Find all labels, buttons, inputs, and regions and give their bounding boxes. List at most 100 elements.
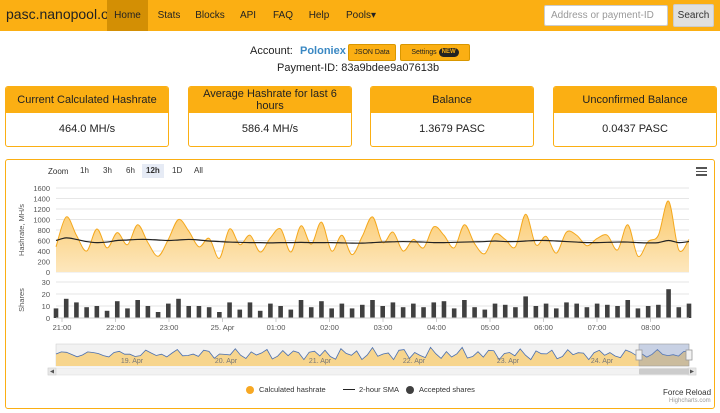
search-button[interactable]: Search (673, 4, 714, 27)
nav-faq[interactable]: FAQ (272, 10, 293, 21)
card-current-hashrate: Current Calculated Hashrate 464.0 MH/s (5, 86, 169, 147)
zoom-12h-button[interactable]: 12h (142, 164, 164, 178)
shares-bar (502, 304, 508, 318)
shares-tick-label: 10 (42, 302, 50, 311)
navigator-tick-label: 21. Apr (309, 358, 332, 365)
shares-bar (84, 307, 89, 318)
shares-bar (135, 300, 140, 318)
shares-bar (656, 304, 661, 318)
nav-help[interactable]: Help (308, 10, 330, 21)
shares-bar (206, 307, 212, 318)
shares-bar (421, 307, 426, 318)
scrollbar-thumb (639, 368, 689, 375)
shares-bar (584, 307, 590, 318)
navigator-area (56, 347, 689, 366)
payment-id-row: Payment-ID: 83a9bdee9a07613b (277, 62, 439, 74)
shares-bar (441, 301, 447, 318)
zoom-all-button[interactable]: All (194, 166, 203, 175)
hashrate-tick-label: 800 (37, 226, 50, 235)
shares-bar (298, 300, 304, 318)
zoom-3h-button[interactable]: 3h (103, 166, 112, 175)
shares-bar (349, 308, 355, 318)
shares-bar (645, 306, 651, 318)
shares-bar (451, 308, 457, 318)
card-average-hashrate: Average Hashrate for last 6 hours 586.4 … (188, 86, 352, 147)
hashrate-tick-label: 600 (37, 237, 50, 246)
navigator-tick-label: 23. Apr (497, 358, 520, 365)
shares-bar (615, 306, 620, 318)
card-unconfirmed-balance: Unconfirmed Balance 0.0437 PASC (553, 86, 717, 147)
nav-pools-dropdown[interactable]: Pools▾ (345, 10, 377, 21)
shares-bar (686, 303, 692, 318)
account-name[interactable]: Poloniex (300, 45, 346, 57)
hashrate-area (56, 200, 689, 272)
navigator-handle-right (685, 349, 693, 361)
x-tick-label: 08:00 (641, 323, 660, 332)
nav-blocks[interactable]: Blocks (195, 10, 225, 21)
site-brand[interactable]: pasc.nanopool.org (6, 6, 122, 22)
settings-button-label: Settings (411, 49, 437, 56)
scroll-right-arrow-icon (690, 369, 694, 374)
new-badge: NEW (438, 47, 459, 57)
json-data-button[interactable]: JSON Data (348, 44, 396, 61)
card-title: Average Hashrate for last 6 hours (189, 87, 351, 113)
hashrate-chart-panel: Zoom 1h 3h 6h 12h 1D All 0 200 400 600 800 10… (5, 159, 715, 409)
card-value: 586.4 MH/s (241, 123, 299, 135)
shares-bar (492, 303, 498, 318)
shares-bar (482, 309, 488, 318)
nav-home[interactable]: Home (107, 0, 148, 31)
zoom-1h-button[interactable]: 1h (80, 166, 89, 175)
shares-bar (114, 301, 120, 318)
sma-line (55, 237, 690, 244)
shares-axis-title: Shares (17, 288, 26, 312)
shares-bar (543, 303, 549, 318)
legend-shares[interactable]: Accepted shares (406, 385, 475, 394)
x-tick-label: 23:00 (160, 323, 179, 332)
shares-bar (63, 298, 69, 318)
top-navbar: pasc.nanopool.org Home Stats Blocks API … (0, 0, 720, 31)
x-tick-label: 06:00 (534, 323, 553, 332)
nav-stats[interactable]: Stats (157, 10, 181, 21)
legend-sma[interactable]: 2-hour SMA (343, 385, 399, 394)
shares-bar (676, 307, 682, 318)
shares-bar (400, 307, 406, 318)
shares-bar (125, 308, 130, 318)
card-value: 1.3679 PASC (419, 123, 485, 135)
force-reload-link[interactable]: Force Reload (663, 388, 712, 397)
shares-bar (94, 306, 100, 318)
shares-bar (247, 302, 253, 318)
payment-id-value: 83a9bdee9a07613b (341, 62, 440, 74)
legend-shares-label: Accepted shares (419, 385, 475, 394)
zoom-1d-button[interactable]: 1D (172, 166, 183, 175)
x-tick-label: 21:00 (53, 323, 72, 332)
shares-bar (513, 307, 518, 318)
legend-dot-icon (246, 385, 254, 394)
shares-bar (553, 308, 559, 318)
chart-credits[interactable]: Highcharts.com (669, 398, 711, 404)
zoom-6h-button[interactable]: 6h (126, 166, 135, 175)
shares-bar (217, 312, 222, 318)
legend-hashrate[interactable]: Calculated hashrate (246, 385, 326, 394)
shares-bar (288, 309, 294, 318)
hashrate-line (55, 200, 690, 259)
nav-api[interactable]: API (239, 10, 257, 21)
shares-bar (666, 289, 671, 318)
shares-bar (268, 303, 273, 318)
shares-bar (605, 304, 610, 318)
hashrate-tick-label: 1200 (33, 205, 50, 214)
x-tick-label: 01:00 (267, 323, 286, 332)
legend-sma-label: 2-hour SMA (359, 385, 400, 394)
settings-button[interactable]: Settings NEW (400, 44, 470, 61)
x-tick-label: 25. Apr (211, 323, 235, 332)
shares-bar (227, 302, 232, 318)
chart-menu-icon[interactable] (696, 167, 707, 176)
shares-bar (53, 308, 59, 318)
hashrate-tick-label: 1000 (33, 216, 50, 225)
shares-bar (186, 306, 192, 318)
search-input[interactable] (544, 5, 668, 26)
legend-line-icon (343, 388, 355, 391)
shares-bar (411, 303, 416, 318)
navigator-handle-left (635, 349, 643, 361)
payment-id-label: Payment-ID: (277, 62, 339, 74)
